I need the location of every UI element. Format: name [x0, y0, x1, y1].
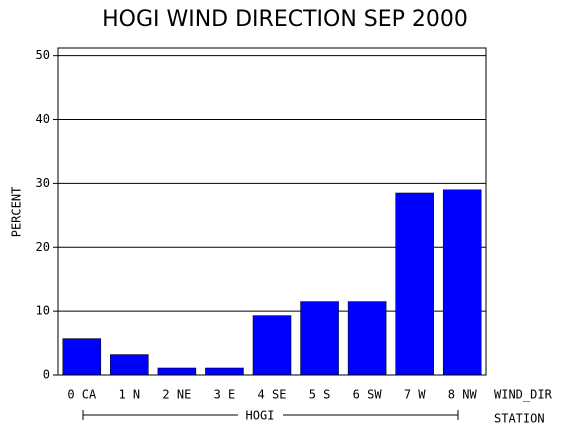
bar: [347, 301, 387, 376]
group-axis-label: STATION: [494, 412, 545, 426]
x-tick-label: 3 E: [214, 388, 236, 402]
plot-frame: [57, 47, 487, 376]
bar: [442, 189, 482, 376]
x-tick-label: 1 N: [118, 388, 140, 402]
x-tick-label: 6 SW: [353, 388, 383, 402]
group-label: HOGI: [246, 409, 275, 423]
x-tick-label: 7 W: [404, 388, 426, 402]
x-tick-label: 8 NW: [448, 388, 478, 402]
bar: [252, 315, 292, 376]
y-axis-label: PERCENT: [10, 187, 24, 238]
x-tick-label: 4 SE: [258, 388, 287, 402]
bar: [157, 367, 197, 376]
x-tick-label: 5 S: [309, 388, 331, 402]
y-tick-label: 30: [36, 176, 50, 190]
y-tick-label: 40: [36, 112, 50, 126]
y-tick-label: 50: [36, 48, 50, 62]
y-tick-label: 0: [43, 368, 50, 382]
bar: [205, 367, 244, 376]
y-tick-label: 20: [36, 240, 50, 254]
bar: [300, 301, 339, 376]
chart-title: HOGI WIND DIRECTION SEP 2000: [102, 7, 468, 32]
x-axis-label: WIND_DIR: [494, 388, 553, 402]
x-tick-label: 2 NE: [162, 388, 191, 402]
group-bracket: [82, 410, 459, 420]
x-tick-label: 0 CA: [67, 388, 97, 402]
bar: [395, 192, 434, 376]
bar: [110, 354, 149, 376]
y-tick-label: 10: [36, 304, 50, 318]
bar: [62, 338, 102, 376]
